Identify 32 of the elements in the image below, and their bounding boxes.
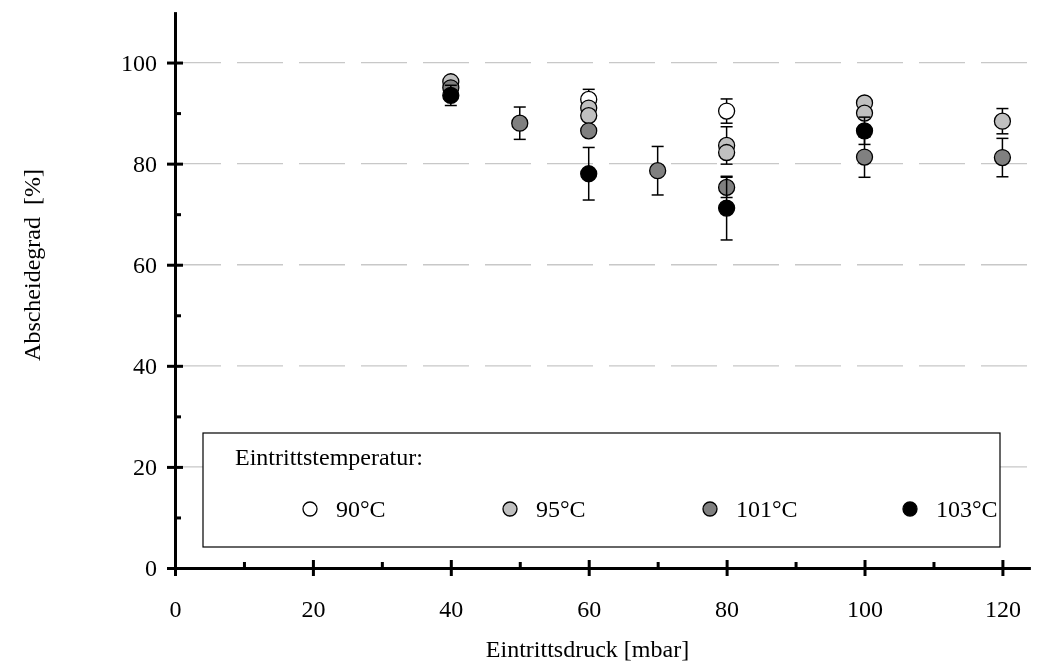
- point: [511, 114, 529, 132]
- point: [580, 122, 598, 140]
- y-tick-label: 0: [145, 555, 157, 582]
- legend-label: 101°C: [736, 496, 798, 523]
- legend-title: Eintrittstemperatur:: [235, 444, 423, 470]
- y-tick-label: 20: [133, 454, 157, 481]
- legend-label: 103°C: [936, 496, 998, 523]
- point: [649, 162, 667, 180]
- x-tick-label: 20: [301, 596, 326, 623]
- x-tick-label: 120: [984, 596, 1021, 623]
- point: [717, 143, 736, 162]
- point: [855, 122, 874, 140]
- x-axis-title: Eintrittsdruck [mbar]: [485, 636, 690, 662]
- legend-label: 95°C: [536, 496, 586, 523]
- point: [580, 165, 598, 183]
- y-tick-label: 40: [133, 353, 157, 379]
- y-tick-label: 100: [121, 49, 157, 76]
- x-tick-label: 40: [439, 596, 464, 623]
- x-tick-label: 60: [577, 596, 602, 623]
- point: [717, 199, 736, 217]
- point: [580, 106, 598, 125]
- legend-label: 90°C: [336, 496, 386, 523]
- y-axis-title: Abscheidegrad [%]: [19, 169, 45, 361]
- y-tick-label: 60: [133, 251, 157, 278]
- x-tick-label: 80: [715, 596, 740, 623]
- x-tick-label: 100: [847, 596, 884, 623]
- point: [993, 112, 1012, 130]
- x-tick-label: 0: [169, 596, 182, 623]
- y-tick-label: 80: [133, 150, 157, 177]
- point: [717, 102, 736, 120]
- point: [993, 148, 1012, 167]
- point: [855, 148, 874, 166]
